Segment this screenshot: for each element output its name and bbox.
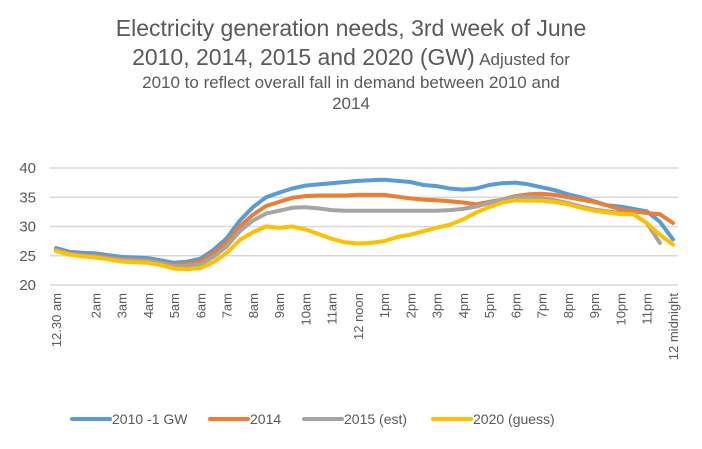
legend-label: 2014	[250, 411, 281, 427]
y-tick-label: 30	[19, 219, 36, 236]
x-tick-label: 2am	[88, 293, 103, 318]
x-tick-label: 4am	[141, 293, 156, 318]
y-tick-label: 20	[19, 277, 36, 294]
x-tick-label: 12.30 am	[49, 293, 64, 347]
x-tick-label: 8pm	[561, 293, 576, 318]
x-tick-label: 9am	[272, 293, 287, 318]
y-tick-label: 35	[19, 189, 36, 206]
title-line-2: 2010, 2014, 2015 and 2020 (GW)	[132, 43, 475, 70]
title-line-1: Electricity generation needs, 3rd week o…	[115, 15, 587, 41]
x-axis: 12.30 am 2am 3am 4am 5am 6am 7am 8am 9am 10am 11am…	[49, 293, 681, 361]
y-tick-label: 25	[19, 248, 36, 265]
legend-label: 2020 (guess)	[473, 411, 555, 427]
series-line-0	[54, 177, 675, 265]
y-tick-label: 40	[19, 160, 36, 177]
x-tick-label: 3pm	[430, 293, 445, 318]
legend-item: 2020 (guess)	[431, 411, 555, 427]
x-tick-label: 7pm	[535, 293, 550, 318]
x-tick-label: 12 midnight	[666, 293, 681, 361]
legend-label: 2010 -1 GW	[112, 411, 188, 427]
legend-item: 2010 -1 GW	[70, 411, 188, 427]
x-tick-label: 12 noon	[351, 293, 366, 340]
series-lines	[54, 177, 675, 272]
title-line-4: 2014	[332, 93, 370, 113]
x-tick-label: 3am	[115, 293, 130, 318]
x-tick-label: 6pm	[508, 293, 523, 318]
legend-item: 2015 (est)	[302, 411, 407, 427]
x-tick-label: 5am	[167, 293, 182, 318]
x-tick-label: 5pm	[482, 293, 497, 318]
legend: 2010 -1 GW 2014 2015 (est) 2020 (guess)	[70, 411, 555, 427]
x-tick-label: 11am	[325, 293, 340, 325]
title-line-2-suffix: Adjusted for	[479, 49, 570, 69]
x-tick-label: 7am	[220, 293, 235, 318]
x-tick-label: 6am	[193, 293, 208, 318]
x-tick-label: 11pm	[640, 293, 655, 325]
x-tick-label: 1pm	[377, 293, 392, 318]
x-tick-label: 4pm	[456, 293, 471, 318]
x-tick-label: 10pm	[613, 293, 628, 326]
x-tick-label: 2pm	[403, 293, 418, 318]
legend-item: 2014	[208, 411, 281, 427]
x-tick-label: 8am	[246, 293, 261, 318]
title-line-3: 2010 to reflect overall fall in demand b…	[142, 72, 560, 92]
series-line-3	[54, 198, 675, 272]
legend-label: 2015 (est)	[344, 411, 407, 427]
x-tick-label: 9pm	[587, 293, 602, 318]
y-axis: 20 25 30 35 40	[19, 160, 36, 294]
x-tick-label: 10am	[298, 293, 313, 326]
gridlines	[50, 167, 678, 286]
chart-title: Electricity generation needs, 3rd week o…	[0, 14, 702, 114]
